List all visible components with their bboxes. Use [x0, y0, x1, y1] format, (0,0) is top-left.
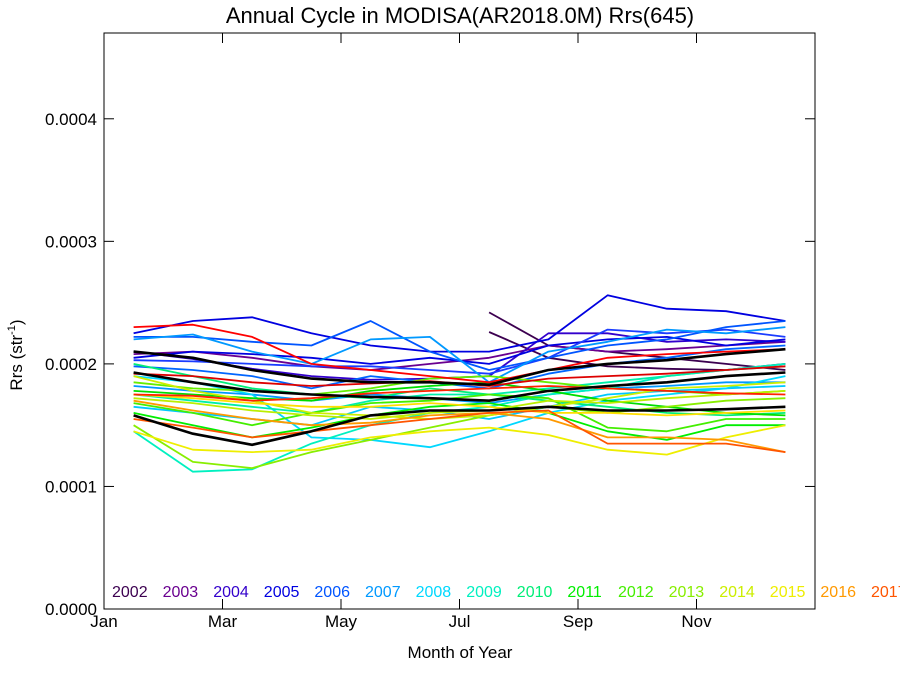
series-line-5	[133, 294, 786, 353]
x-tick-label-2: May	[325, 612, 358, 631]
legend-item-2006: 2006	[314, 584, 350, 601]
legend-item-2005: 2005	[264, 584, 300, 601]
legend-item-2009: 2009	[466, 584, 502, 601]
series-line-8	[133, 320, 786, 371]
y-tick-label-0: 0.0000	[45, 600, 97, 619]
x-tick-label-4: Sep	[563, 612, 593, 631]
y-axis-label-close: )	[7, 319, 26, 325]
x-tick-label-3: Jul	[449, 612, 471, 631]
legend-item-2010: 2010	[517, 584, 553, 601]
series-line-19	[133, 393, 786, 433]
legend-item-2004: 2004	[213, 584, 249, 601]
chart-title: Annual Cycle in MODISA(AR2018.0M) Rrs(64…	[226, 3, 694, 28]
series-line-27	[133, 409, 786, 453]
y-axis-label-text: Rrs (str	[7, 335, 26, 391]
x-tick-label-5: Nov	[681, 612, 712, 631]
y-axis-label-superscript: -1	[6, 325, 18, 335]
series-line-33	[133, 405, 786, 447]
series-line-29	[133, 385, 786, 402]
legend-item-2002: 2002	[112, 584, 148, 601]
y-tick-label-4: 0.0004	[45, 110, 97, 129]
series-line-15	[133, 365, 786, 414]
legend-item-2011: 2011	[567, 584, 602, 601]
legend-item-2007: 2007	[365, 584, 401, 601]
legend-item-2015: 2015	[770, 584, 806, 601]
series-line-28	[133, 323, 786, 384]
legend-item-2013: 2013	[669, 584, 705, 601]
y-tick-label-2: 0.0002	[45, 355, 97, 374]
series-layer	[133, 294, 786, 473]
x-axis-label: Month of Year	[408, 643, 513, 662]
y-tick-label-1: 0.0001	[45, 477, 97, 496]
series-line-31	[133, 347, 786, 386]
series-line-26	[133, 399, 786, 453]
x-tick-label-0: Jan	[90, 612, 117, 631]
series-line-9	[133, 344, 786, 390]
axes: 0.0000 0.0001 0.0002 0.0003 0.0004 Jan Mar May J…	[45, 33, 815, 631]
series-line-7	[133, 328, 786, 375]
y-tick-label-3: 0.0003	[45, 232, 97, 251]
series-line-32	[133, 371, 786, 402]
legend-item-2017: 2017	[871, 584, 900, 601]
legend-item-2012: 2012	[618, 584, 654, 601]
legend: 2002 2003 2004 2005 2006 2007 2008 2009 2010 2011…	[112, 584, 900, 601]
series-line-24	[133, 424, 786, 456]
series-line-21	[133, 397, 786, 469]
legend-item-2008: 2008	[416, 584, 452, 601]
series-line-10	[133, 326, 786, 384]
legend-item-2016: 2016	[820, 584, 856, 601]
series-line-13	[133, 375, 786, 449]
plot-frame	[103, 32, 816, 610]
series-line-25	[133, 393, 786, 417]
y-axis-label: Rrs (str-1)	[6, 319, 26, 390]
legend-item-2014: 2014	[719, 584, 755, 601]
legend-item-2003: 2003	[163, 584, 199, 601]
series-line-16	[133, 363, 786, 417]
x-tick-label-1: Mar	[208, 612, 238, 631]
